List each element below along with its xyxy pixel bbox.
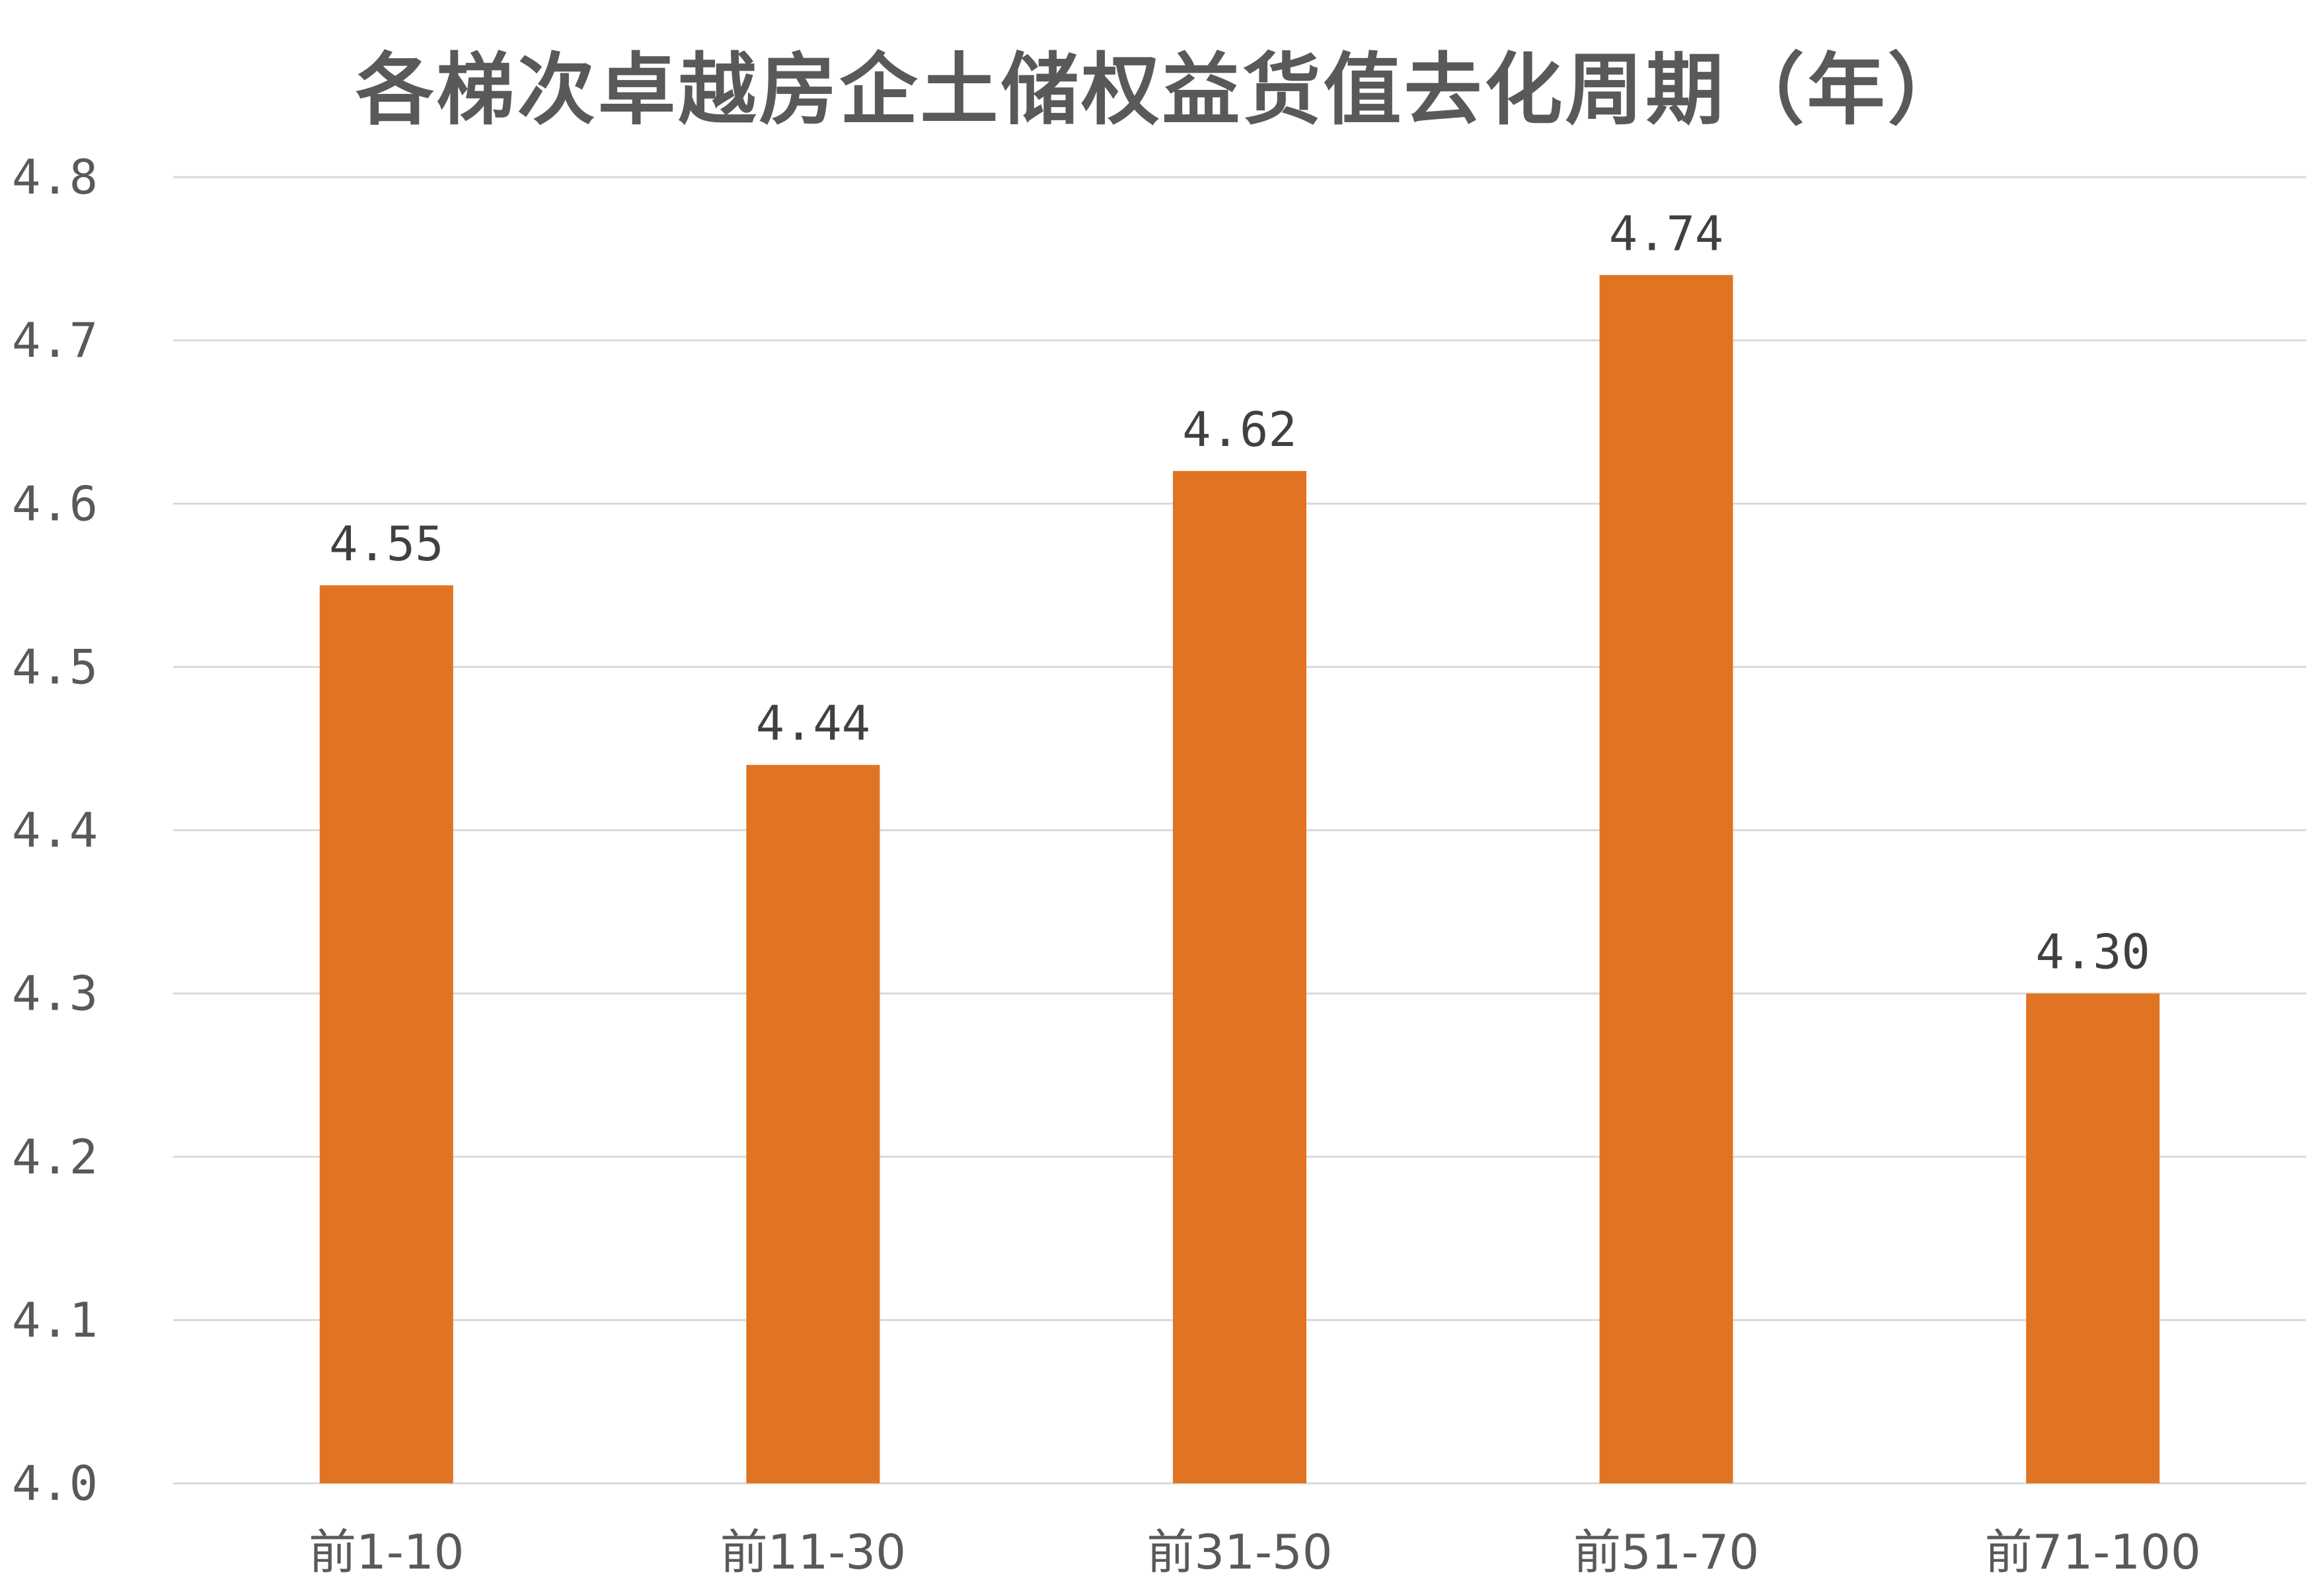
bar — [319, 585, 453, 1483]
data-label: 4.62 — [1182, 402, 1296, 457]
data-label: 4.55 — [329, 516, 443, 572]
y-tick-label: 4.5 — [12, 639, 98, 694]
x-category-label: 前11-30 — [720, 1524, 906, 1580]
data-label: 4.44 — [756, 696, 870, 751]
y-tick-label: 4.6 — [12, 476, 98, 531]
y-tick-label: 4.1 — [12, 1292, 98, 1348]
data-label: 4.30 — [2036, 924, 2150, 980]
y-tick-label: 4.0 — [12, 1456, 98, 1511]
x-category-label: 前31-50 — [1146, 1524, 1332, 1580]
bar — [1173, 470, 1306, 1484]
chart-title: 各梯次卓越房企土储权益货值去化周期（年） — [356, 44, 1968, 135]
y-tick-label: 4.8 — [12, 149, 98, 205]
x-category-label: 前1-10 — [309, 1524, 464, 1580]
bar — [746, 764, 880, 1483]
x-category-label: 前71-100 — [1985, 1524, 2201, 1580]
y-tick-label: 4.3 — [12, 966, 98, 1021]
bar — [1599, 275, 1733, 1483]
data-labels: 4.55 4.44 4.62 4.74 4.30 — [329, 205, 2150, 979]
x-category-label: 前51-70 — [1573, 1524, 1759, 1580]
data-label: 4.74 — [1609, 205, 1723, 261]
bar — [2026, 993, 2160, 1483]
y-axis-ticks: 4.0 4.1 4.2 4.3 4.4 4.5 4.6 4.7 4.8 — [12, 149, 98, 1511]
y-tick-label: 4.7 — [12, 313, 98, 368]
bars — [319, 275, 2160, 1484]
y-tick-label: 4.4 — [12, 803, 98, 858]
y-tick-label: 4.2 — [12, 1129, 98, 1185]
x-axis-categories: 前1-10 前11-30 前31-50 前51-70 前71-100 — [309, 1524, 2201, 1580]
